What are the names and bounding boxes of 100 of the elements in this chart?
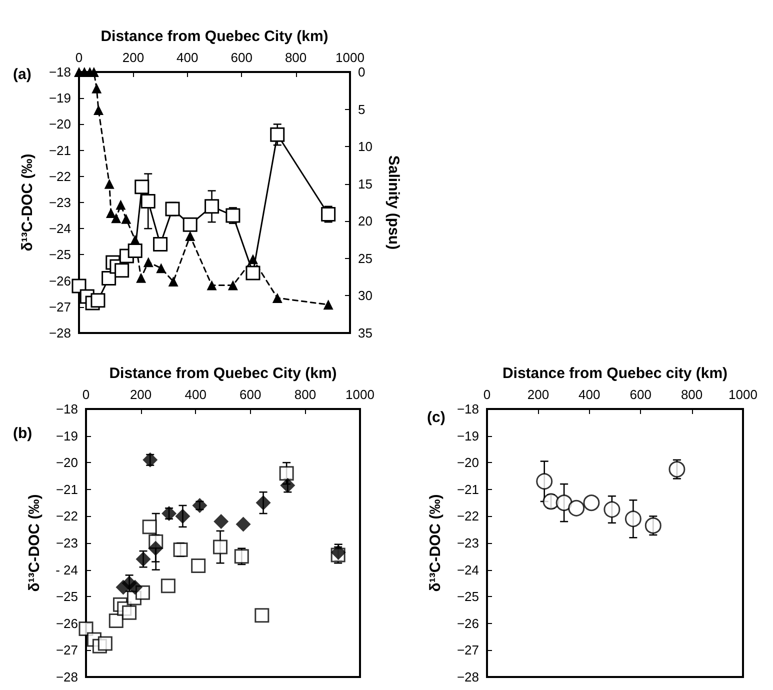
y-tick-label: −28 <box>56 670 78 684</box>
point <box>94 105 104 116</box>
point <box>128 580 143 595</box>
y2-tick-label: 15 <box>358 176 372 192</box>
chart-title: (a) <box>13 66 32 83</box>
y-axis-title: δ¹³C-DOC (‰) <box>427 494 444 592</box>
point <box>214 514 229 530</box>
point <box>160 578 176 594</box>
point <box>256 495 271 510</box>
y2-tick-label: 10 <box>358 139 372 154</box>
y2-tick-label: 35 <box>358 326 372 340</box>
point <box>228 280 238 290</box>
y-tick-label: −28 <box>456 670 479 684</box>
point <box>102 270 116 286</box>
point <box>168 276 178 287</box>
x-tick-label: 0 <box>75 50 83 65</box>
y-tick-label: −21 <box>456 482 479 497</box>
point <box>556 494 572 512</box>
point <box>128 244 142 258</box>
x-axis-title: Distance from Quebec City (km) <box>109 365 337 382</box>
point <box>204 199 220 214</box>
y-tick-label: −23 <box>48 195 71 210</box>
x-tick-label: 200 <box>130 387 152 402</box>
y-tick-label: −20 <box>48 116 71 132</box>
point <box>104 178 114 189</box>
y-tick-label: −27 <box>456 642 479 658</box>
y-tick-label: −18 <box>48 64 71 80</box>
y-tick-label: −23 <box>56 536 78 550</box>
point <box>182 217 198 232</box>
point <box>98 636 112 651</box>
point <box>236 516 251 532</box>
y2-axis-title: Salinity (psu) <box>385 155 402 250</box>
x-tick-label: 0 <box>483 387 491 402</box>
point <box>583 494 600 512</box>
x-tick-label: 1000 <box>346 387 374 402</box>
y-tick-label: −22 <box>456 508 479 524</box>
y-tick-label: −22 <box>48 168 71 184</box>
x-tick-label: 600 <box>630 387 652 402</box>
x-tick-label: 1000 <box>336 50 364 65</box>
y-axis-title: δ¹³C-DOC (‰) <box>19 154 36 252</box>
point <box>134 180 150 194</box>
point <box>142 452 158 468</box>
y-tick-label: −18 <box>456 402 479 416</box>
y2-tick-label: 0 <box>358 64 366 80</box>
y2-tick-label: 20 <box>358 214 372 229</box>
point <box>270 127 285 142</box>
x-tick-label: 800 <box>284 50 307 65</box>
point <box>668 461 686 478</box>
point <box>92 83 102 94</box>
point <box>148 540 164 556</box>
x-tick-label: 200 <box>122 50 144 65</box>
point <box>111 213 122 224</box>
point <box>153 237 168 252</box>
y2-tick-label: 25 <box>358 250 372 266</box>
y-tick-label: - 24 <box>56 562 78 578</box>
point <box>156 263 166 274</box>
x-tick-label: 600 <box>240 387 262 402</box>
y-tick-label: −21 <box>56 482 78 497</box>
point <box>536 473 553 490</box>
y2-tick-label: 30 <box>358 288 372 304</box>
y-tick-label: −19 <box>456 428 479 444</box>
x-tick-label: 800 <box>680 387 703 402</box>
point <box>191 558 206 574</box>
y-tick-label: −21 <box>48 142 71 158</box>
x-axis-title: Distance from Quebec City (km) <box>100 28 328 45</box>
x-tick-label: 600 <box>230 50 252 65</box>
point <box>644 517 662 534</box>
y-tick-label: −20 <box>456 455 479 470</box>
point <box>330 544 346 560</box>
point <box>122 605 137 620</box>
y-tick-label: −20 <box>56 455 78 470</box>
y-tick-label: −25 <box>456 589 479 604</box>
x-tick-label: 400 <box>184 387 206 402</box>
point <box>624 510 642 528</box>
point <box>246 266 260 280</box>
point <box>279 466 294 481</box>
point <box>142 520 157 534</box>
point <box>206 280 217 290</box>
point <box>272 292 282 303</box>
point <box>213 540 228 554</box>
point <box>248 254 258 264</box>
y-tick-label: −24 <box>456 562 479 578</box>
y-tick-label: −26 <box>456 616 479 631</box>
x-axis-title: Distance from Quebec city (km) <box>502 365 728 382</box>
y-tick-label: −27 <box>48 299 71 314</box>
x-tick-label: 200 <box>527 387 550 402</box>
y-tick-label: −24 <box>48 221 71 236</box>
y-tick-label: −28 <box>48 326 71 340</box>
point <box>136 272 146 283</box>
point <box>280 478 296 493</box>
point <box>604 501 620 518</box>
point <box>140 194 156 208</box>
point <box>185 231 196 242</box>
point <box>136 552 151 567</box>
x-tick-label: 400 <box>578 387 600 402</box>
x-tick-label: 0 <box>82 387 90 402</box>
y-tick-label: −23 <box>456 536 479 550</box>
point <box>175 508 190 524</box>
point <box>143 257 154 268</box>
chart-title: (c) <box>427 409 446 426</box>
